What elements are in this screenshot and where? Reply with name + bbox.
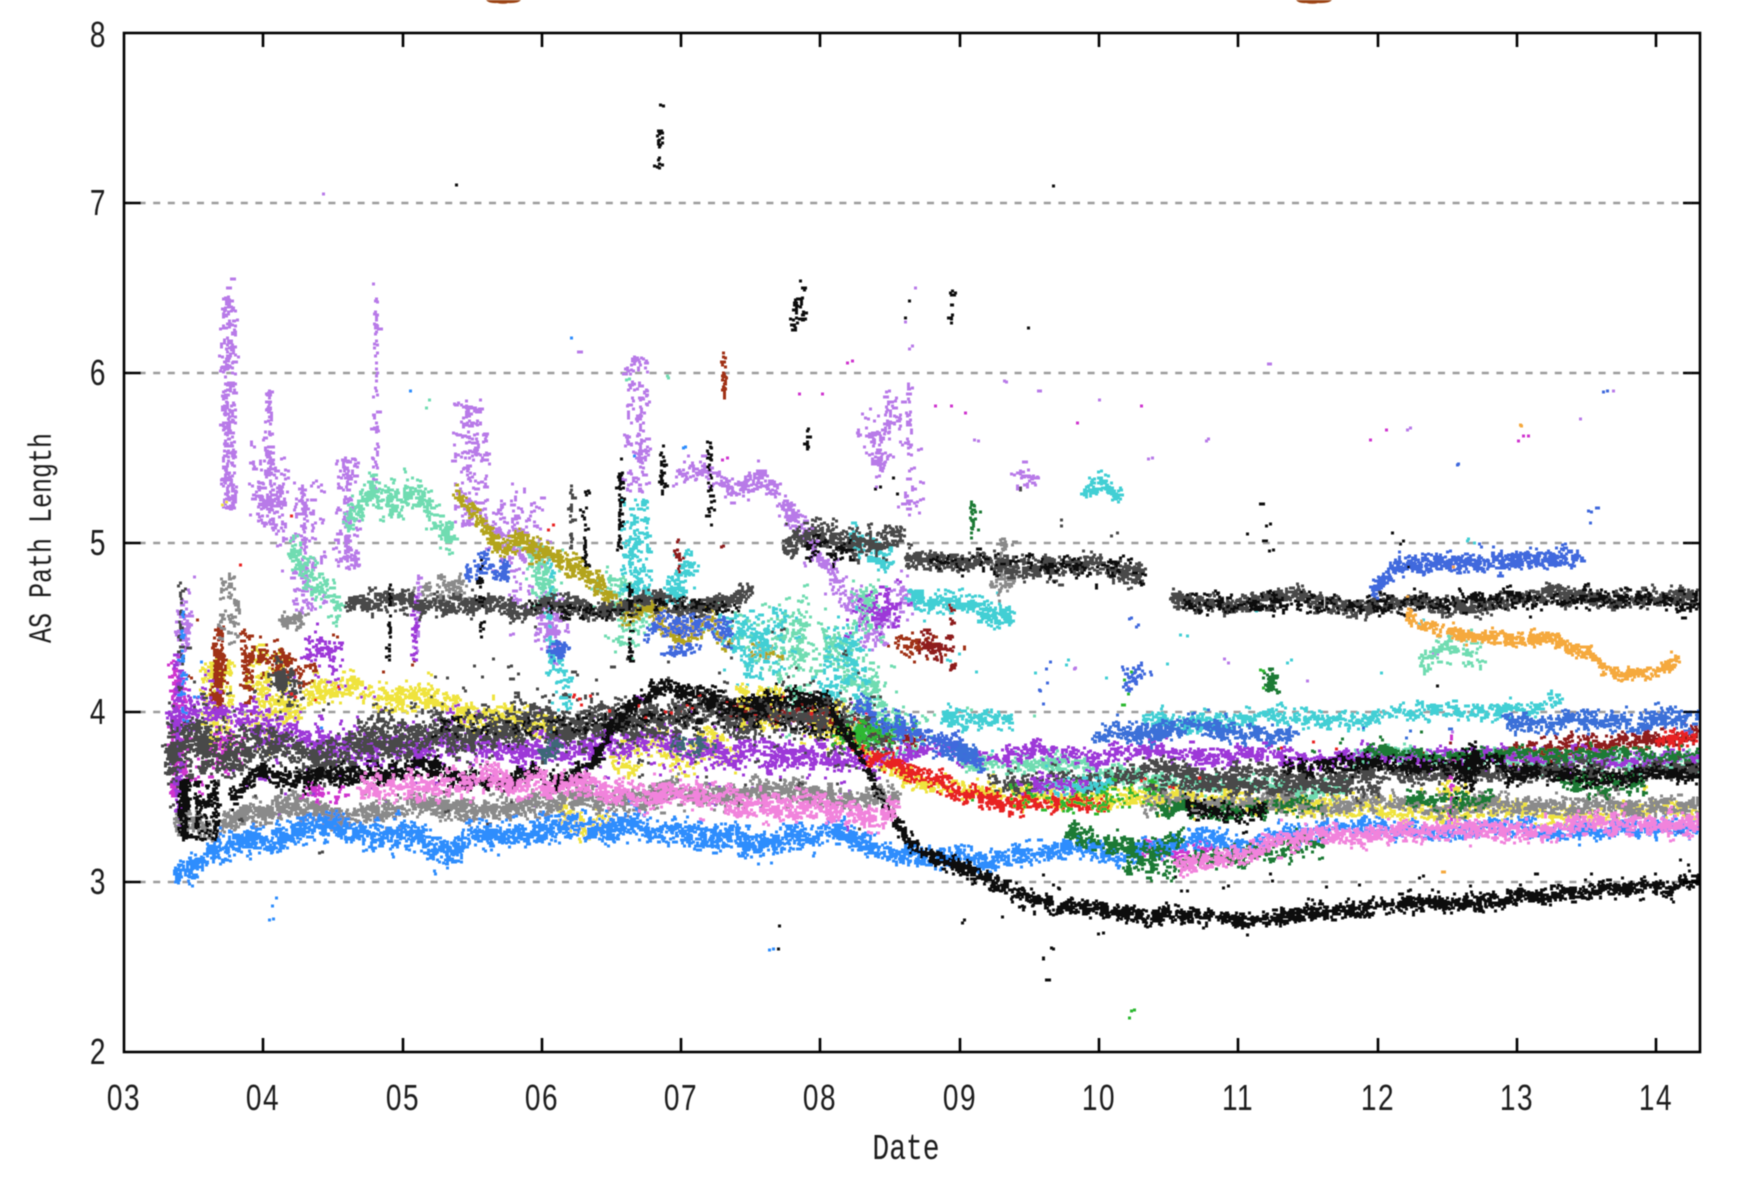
svg-text:07: 07 xyxy=(664,1077,698,1117)
svg-text:Date: Date xyxy=(872,1129,939,1170)
svg-text:14: 14 xyxy=(1639,1077,1673,1117)
svg-text:08: 08 xyxy=(803,1077,837,1117)
svg-text:13: 13 xyxy=(1500,1077,1534,1117)
svg-text:6: 6 xyxy=(90,352,107,392)
svg-text:8: 8 xyxy=(90,14,107,54)
svg-text:03: 03 xyxy=(107,1077,141,1117)
svg-text:04: 04 xyxy=(246,1077,280,1117)
svg-text:06: 06 xyxy=(525,1077,559,1117)
svg-text:7: 7 xyxy=(90,182,107,222)
svg-text:5: 5 xyxy=(90,522,107,562)
svg-text:2: 2 xyxy=(90,1031,107,1071)
svg-text:05: 05 xyxy=(386,1077,420,1117)
svg-text:11: 11 xyxy=(1222,1077,1254,1117)
svg-text:10: 10 xyxy=(1082,1077,1116,1117)
svg-text:09: 09 xyxy=(943,1077,977,1117)
svg-text:AS Path Length: AS Path Length xyxy=(24,433,61,643)
svg-text:3: 3 xyxy=(90,861,107,901)
svg-text:12: 12 xyxy=(1361,1077,1395,1117)
svg-text:4: 4 xyxy=(90,691,107,731)
